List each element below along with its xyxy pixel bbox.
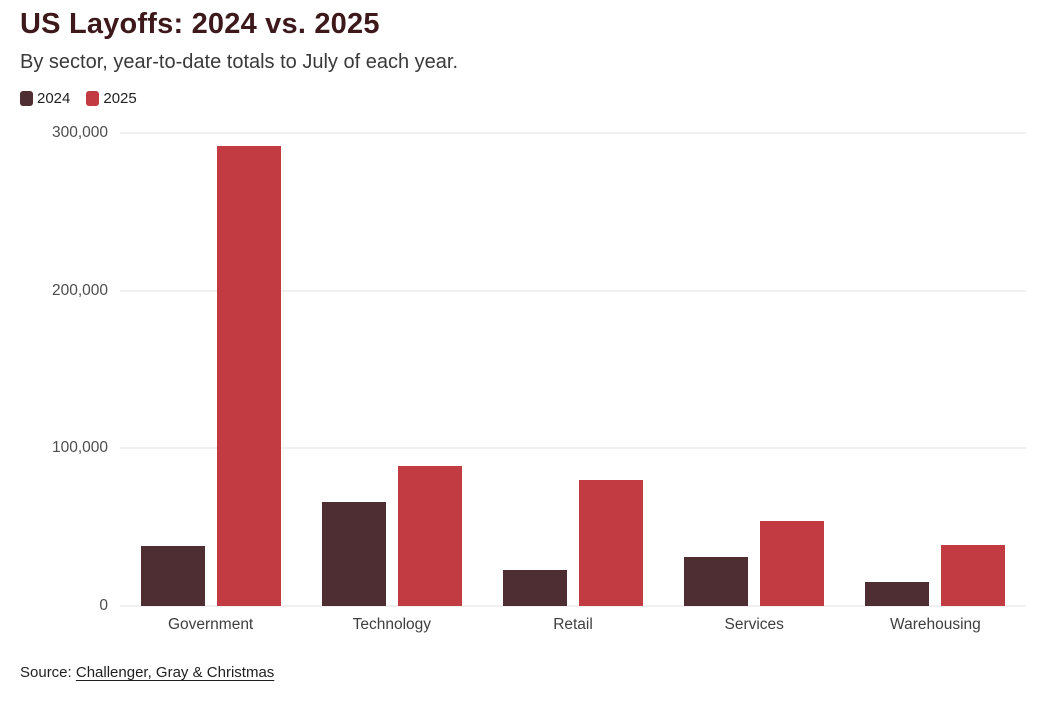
bar-2025-warehousing — [941, 544, 1006, 606]
legend-swatch-2025 — [86, 91, 100, 106]
bar-2025-services — [760, 520, 825, 606]
legend-item-2025: 2025 — [86, 90, 137, 107]
legend-label-2024: 2024 — [37, 90, 71, 107]
y-axis-tick-label: 100,000 — [51, 439, 108, 457]
legend-swatch-2024 — [20, 91, 33, 106]
bar-chart: 0 100,000 200,000 300,000 Government Technol… — [52, 124, 1026, 634]
source-prefix: Source: — [20, 664, 72, 681]
x-axis-labels: Government Technology Retail Services Wareho… — [120, 616, 1026, 634]
x-axis-label-retail: Retail — [553, 616, 593, 633]
page-subtitle: By sector, year-to-date totals to July o… — [20, 51, 458, 73]
source-line: Source: Challenger, Gray & Christmas — [20, 664, 1030, 681]
gridline — [120, 605, 1026, 607]
bar-2024-warehousing — [865, 582, 930, 606]
source-link[interactable]: Challenger, Gray & Christmas — [75, 664, 275, 681]
bar-2024-services — [684, 557, 749, 606]
y-axis-tick-label: 300,000 — [51, 124, 108, 141]
bar-groups — [120, 133, 1026, 606]
x-axis-label-technology: Technology — [352, 616, 432, 633]
chart-legend: 2024 2025 — [20, 90, 1030, 107]
x-axis-label-government: Government — [167, 616, 254, 633]
bar-2025-technology — [397, 465, 462, 606]
bar-2024-technology — [321, 501, 386, 606]
bar-2024-retail — [503, 569, 567, 606]
legend-item-2024: 2024 — [20, 90, 70, 107]
bar-group-government — [120, 133, 301, 606]
y-axis-tick-label: 0 — [99, 597, 108, 614]
bar-2024-government — [140, 546, 205, 606]
page-title: US Layoffs: 2024 vs. 2025 — [20, 8, 380, 40]
bar-2025-retail — [579, 479, 643, 606]
bar-group-services — [664, 133, 845, 606]
plot-area: 0 100,000 200,000 300,000 — [52, 124, 1026, 614]
bar-group-technology — [301, 133, 482, 606]
bar-group-retail — [482, 133, 663, 606]
x-axis-label-warehousing: Warehousing — [890, 616, 981, 633]
gridline — [120, 132, 1026, 134]
y-axis-tick-label: 200,000 — [51, 281, 108, 299]
x-axis-label-services: Services — [724, 616, 784, 633]
gridline — [120, 290, 1026, 292]
legend-label-2025: 2025 — [103, 90, 137, 107]
gridline — [120, 447, 1026, 449]
bar-2025-government — [216, 145, 281, 606]
bar-group-warehousing — [845, 133, 1026, 606]
